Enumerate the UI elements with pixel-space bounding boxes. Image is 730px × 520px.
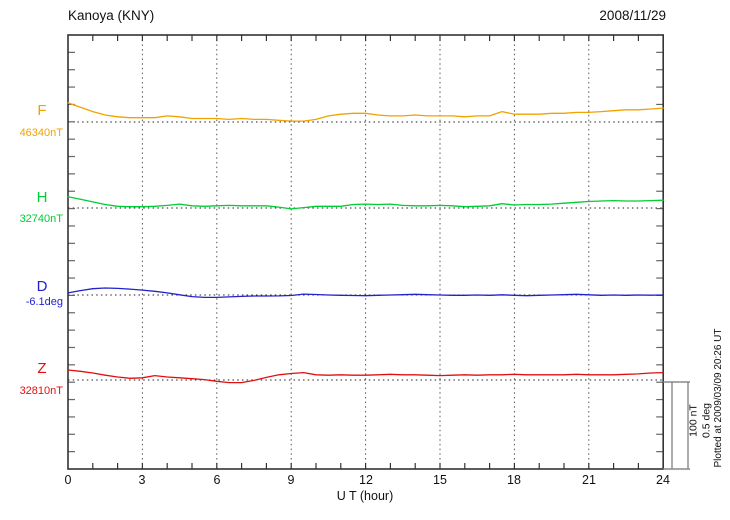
page-title: Kanoya (KNY) <box>68 8 155 23</box>
series-label-Z: Z <box>37 360 47 377</box>
series-label-F: F <box>37 102 47 119</box>
date-label: 2008/11/29 <box>599 8 666 23</box>
series-label-H: H <box>36 189 48 206</box>
x-tick-label: 24 <box>656 473 670 487</box>
series-label-D: D <box>36 278 48 295</box>
trace-Z <box>67 369 664 384</box>
series-baseline-F: 46340nT <box>19 127 63 139</box>
x-tick-label: 21 <box>582 473 596 487</box>
plot-timestamp: Plotted at 2009/03/09 20:26 UT <box>713 328 724 468</box>
trace-H <box>67 196 664 210</box>
x-tick-label: 18 <box>507 473 521 487</box>
x-axis-title: U T (hour) <box>336 489 394 503</box>
scale-bar-label-nt: 100 nT <box>687 404 700 437</box>
trace-F <box>67 102 664 122</box>
series-baseline-H: 32740nT <box>19 213 63 225</box>
series-baseline-D: -6.1deg <box>25 296 63 308</box>
trace-D <box>67 287 664 299</box>
x-tick-label: 0 <box>64 473 72 487</box>
x-tick-label: 15 <box>433 473 447 487</box>
series-baseline-Z: 32810nT <box>19 385 63 397</box>
x-tick-label: 3 <box>138 473 146 487</box>
x-tick-label: 12 <box>359 473 373 487</box>
scale-bar-label-deg: 0.5 deg <box>700 402 713 439</box>
scale-bar-label: 100 nT 0.5 deg <box>688 381 715 461</box>
x-tick-label: 6 <box>213 473 221 487</box>
x-tick-label: 9 <box>287 473 295 487</box>
